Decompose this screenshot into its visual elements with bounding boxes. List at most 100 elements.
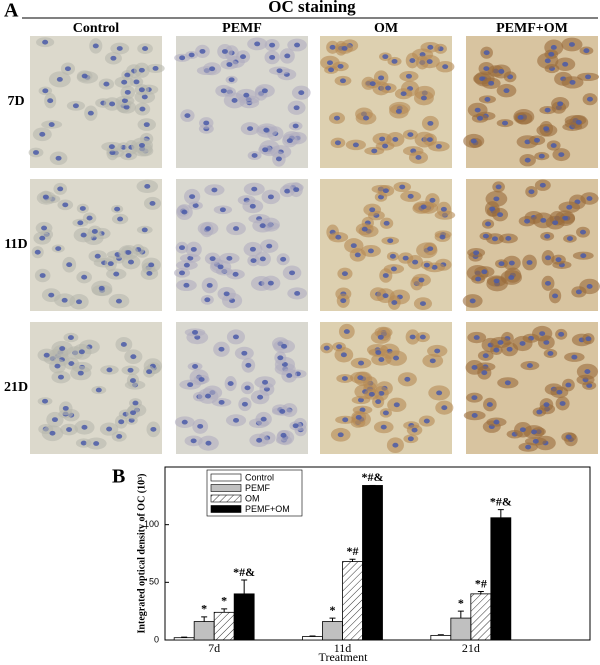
nucleus [323,345,330,351]
nucleus [93,441,100,446]
nucleus [429,197,436,203]
nucleus [558,152,565,157]
nucleus [231,98,238,103]
nucleus [62,405,69,411]
nucleus [94,253,101,259]
nucleus [375,350,382,355]
micrographs: Control PEMF OM PEMF+OM 7D 11D 21D [4,21,600,454]
bar [173,637,195,641]
nucleus [286,373,293,378]
nucleus [363,115,370,121]
nucleus [125,250,132,255]
nucleus [183,282,190,288]
bar [322,621,343,641]
chart: B Integrated optical density of OC (10³) T… [112,466,591,664]
nucleus [42,88,49,94]
nucleus [358,360,365,366]
micrograph [28,36,165,168]
nucleus [228,77,235,83]
nucleus [220,88,227,94]
nucleus [121,98,128,104]
nucleus [109,101,116,107]
nucleus [286,138,293,144]
nucleus [209,256,216,262]
nucleus [341,45,348,51]
nucleus [103,81,110,87]
nucleus [383,220,390,226]
nucleus [138,87,145,93]
nucleus [508,275,515,280]
nucleus [524,218,531,224]
nucleus [382,54,389,60]
nucleus [434,348,441,354]
nucleus [420,95,427,101]
nucleus [474,107,481,113]
nucleus [118,419,125,425]
nucleus [329,44,336,50]
nucleus [204,297,211,303]
nucleus [77,220,84,226]
nucleus [39,235,46,241]
nucleus [267,194,274,200]
nucleus [526,363,533,368]
nucleus [241,350,248,356]
nucleus [226,255,233,261]
nucleus [281,343,288,349]
column-header: OM [374,21,398,36]
nucleus [497,212,504,218]
nucleus [378,357,385,362]
nucleus [292,423,299,429]
nucleus [498,261,505,267]
nucleus [132,400,139,406]
nucleus [152,66,159,71]
bar [233,593,255,641]
error-bar [241,579,248,594]
nucleus [378,390,385,396]
nucleus [144,183,151,189]
significance-marker: * [330,603,336,617]
nucleus [544,58,551,64]
nucleus [86,215,93,221]
nucleus [251,186,258,192]
nucleus [205,393,212,399]
nucleus [552,293,559,299]
nucleus [544,233,551,239]
nucleus [498,69,505,74]
panel-title: OC staining [268,0,356,16]
y-tick-label: 50 [149,577,159,587]
nucleus [569,79,576,85]
nucleus [427,44,434,50]
nucleus [190,438,197,444]
nucleus [227,381,234,386]
y-tick-label: 0 [154,634,159,644]
nucleus [429,358,436,364]
nucleus [189,194,196,199]
nucleus [485,221,492,227]
nucleus [221,49,228,54]
nucleus [395,108,402,114]
nucleus [275,156,282,162]
legend-swatch [210,505,242,513]
nucleus [508,260,515,266]
nucleus [337,63,344,69]
nucleus [138,67,145,73]
nucleus [197,423,204,429]
nucleus [517,114,524,120]
nucleus [385,85,392,91]
nucleus [543,126,550,132]
nucleus [387,238,394,244]
nucleus [34,249,41,255]
nucleus [382,273,389,278]
error-bar [497,509,504,518]
bar [430,634,452,641]
nucleus [557,101,564,107]
nucleus [337,432,344,438]
nucleus [232,334,239,340]
nucleus [354,252,361,258]
nucleus [423,262,430,268]
nucleus [544,280,551,286]
nucleus [442,64,449,70]
nucleus [550,143,557,148]
nucleus [482,353,489,359]
